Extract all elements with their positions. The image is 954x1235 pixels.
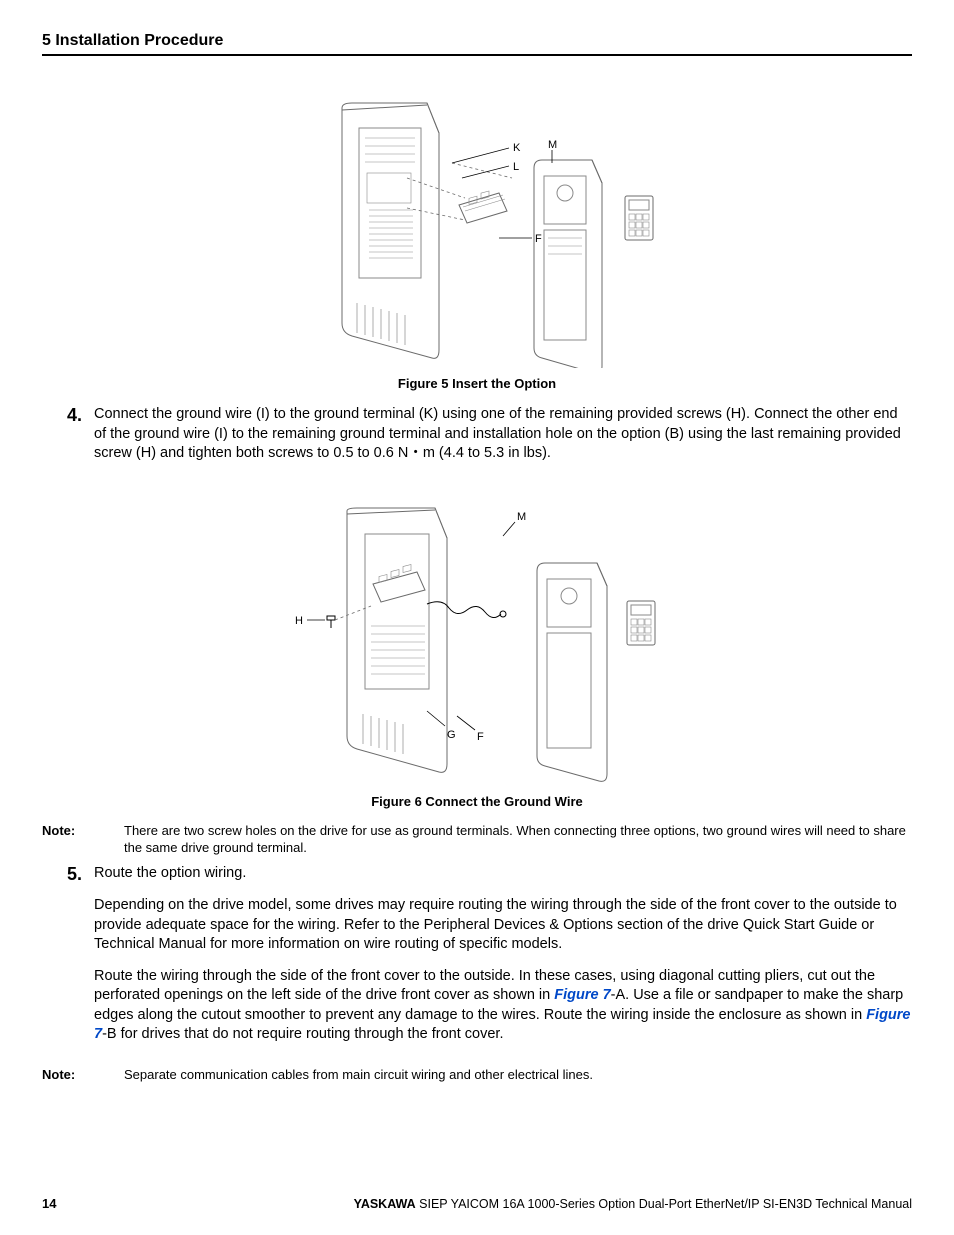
figure-6-block: M H G F Figure 6 Connect the Ground Wire bbox=[42, 486, 912, 809]
footer-page-number: 14 bbox=[42, 1196, 56, 1211]
step-5-p1: Route the option wiring. bbox=[94, 864, 912, 884]
callout-m2: M bbox=[517, 511, 526, 523]
figure-6-diagram: M H G F bbox=[277, 486, 677, 786]
note-1-label: Note: bbox=[42, 823, 124, 840]
callout-k: K bbox=[513, 142, 521, 154]
step-5-p3: Route the wiring through the side of the… bbox=[94, 967, 912, 1045]
step-5-body: Route the option wiring. Depending on th… bbox=[94, 864, 912, 1057]
note-1-text: There are two screw holes on the drive f… bbox=[124, 823, 912, 857]
figure-7-link-1[interactable]: Figure 7 bbox=[554, 987, 610, 1003]
step-5-number: 5. bbox=[42, 864, 94, 886]
note-2-label: Note: bbox=[42, 1067, 124, 1084]
callout-l: L bbox=[513, 161, 519, 173]
figure-6-caption: Figure 6 Connect the Ground Wire bbox=[42, 794, 912, 809]
callout-f2: F bbox=[477, 731, 484, 743]
callout-h: H bbox=[295, 615, 303, 627]
step-4-number: 4. bbox=[42, 405, 94, 427]
page-container: 5 Installation Procedure bbox=[0, 0, 954, 1235]
callout-m: M bbox=[548, 139, 557, 151]
figure-5-diagram: K M L F bbox=[287, 78, 667, 368]
section-header: 5 Installation Procedure bbox=[42, 32, 912, 56]
page-footer: 14 YASKAWA SIEP YAICOM 16A 1000-Series O… bbox=[42, 1196, 912, 1211]
step-5: 5. Route the option wiring. Depending on… bbox=[42, 864, 912, 1057]
figure-5-block: K M L F Figure 5 Insert the Option bbox=[42, 78, 912, 391]
step-4: 4. Connect the ground wire (I) to the gr… bbox=[42, 405, 912, 476]
footer-doc-title: YASKAWA SIEP YAICOM 16A 1000-Series Opti… bbox=[354, 1197, 912, 1211]
step-5-p3c: -B for drives that do not require routin… bbox=[102, 1026, 503, 1042]
note-2: Note: Separate communication cables from… bbox=[42, 1067, 912, 1084]
callout-f: F bbox=[535, 233, 542, 245]
step-5-p2: Depending on the drive model, some drive… bbox=[94, 896, 912, 955]
note-1: Note: There are two screw holes on the d… bbox=[42, 823, 912, 857]
footer-brand: YASKAWA bbox=[354, 1197, 416, 1211]
footer-doc-text: SIEP YAICOM 16A 1000-Series Option Dual-… bbox=[416, 1197, 912, 1211]
figure-5-caption: Figure 5 Insert the Option bbox=[42, 376, 912, 391]
callout-g: G bbox=[447, 729, 456, 741]
note-2-text: Separate communication cables from main … bbox=[124, 1067, 912, 1084]
section-title: 5 Installation Procedure bbox=[42, 32, 223, 49]
step-4-body: Connect the ground wire (I) to the groun… bbox=[94, 405, 912, 476]
step-4-text: Connect the ground wire (I) to the groun… bbox=[94, 405, 912, 464]
